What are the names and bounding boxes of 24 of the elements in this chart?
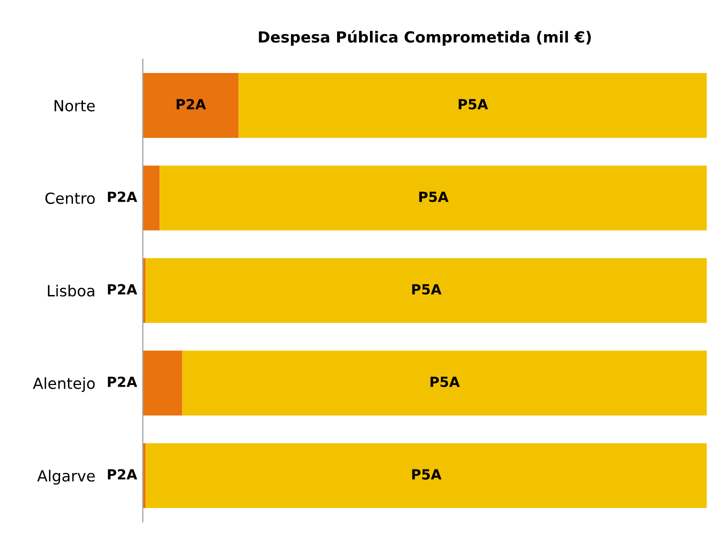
text: P5A xyxy=(458,99,488,110)
series-label: P5A xyxy=(430,376,460,388)
y-tick-label: Alentejo xyxy=(32,377,95,392)
bar xyxy=(142,73,239,138)
bar xyxy=(160,166,707,230)
series-label: P2A xyxy=(108,192,138,202)
text: P2A xyxy=(108,469,138,480)
y-tick-label: Centro xyxy=(45,192,95,204)
text: P5A xyxy=(412,284,442,295)
text: P5A xyxy=(412,469,442,480)
text: P2A xyxy=(176,98,206,110)
chart-title: Despesa Pública Comprometida (mil €) xyxy=(258,30,591,46)
bar xyxy=(146,443,707,508)
y-tick-label: Lisboa xyxy=(48,284,94,297)
bar xyxy=(238,73,707,138)
y-tick-label: Norte xyxy=(54,100,95,112)
bar xyxy=(182,350,707,416)
text: P5A xyxy=(419,192,449,202)
y-tick-label: Algarve xyxy=(37,470,95,485)
text: P2A xyxy=(108,376,138,387)
text: P2A xyxy=(108,284,138,294)
bar xyxy=(142,350,182,416)
bar xyxy=(142,166,160,230)
bar xyxy=(146,258,707,323)
